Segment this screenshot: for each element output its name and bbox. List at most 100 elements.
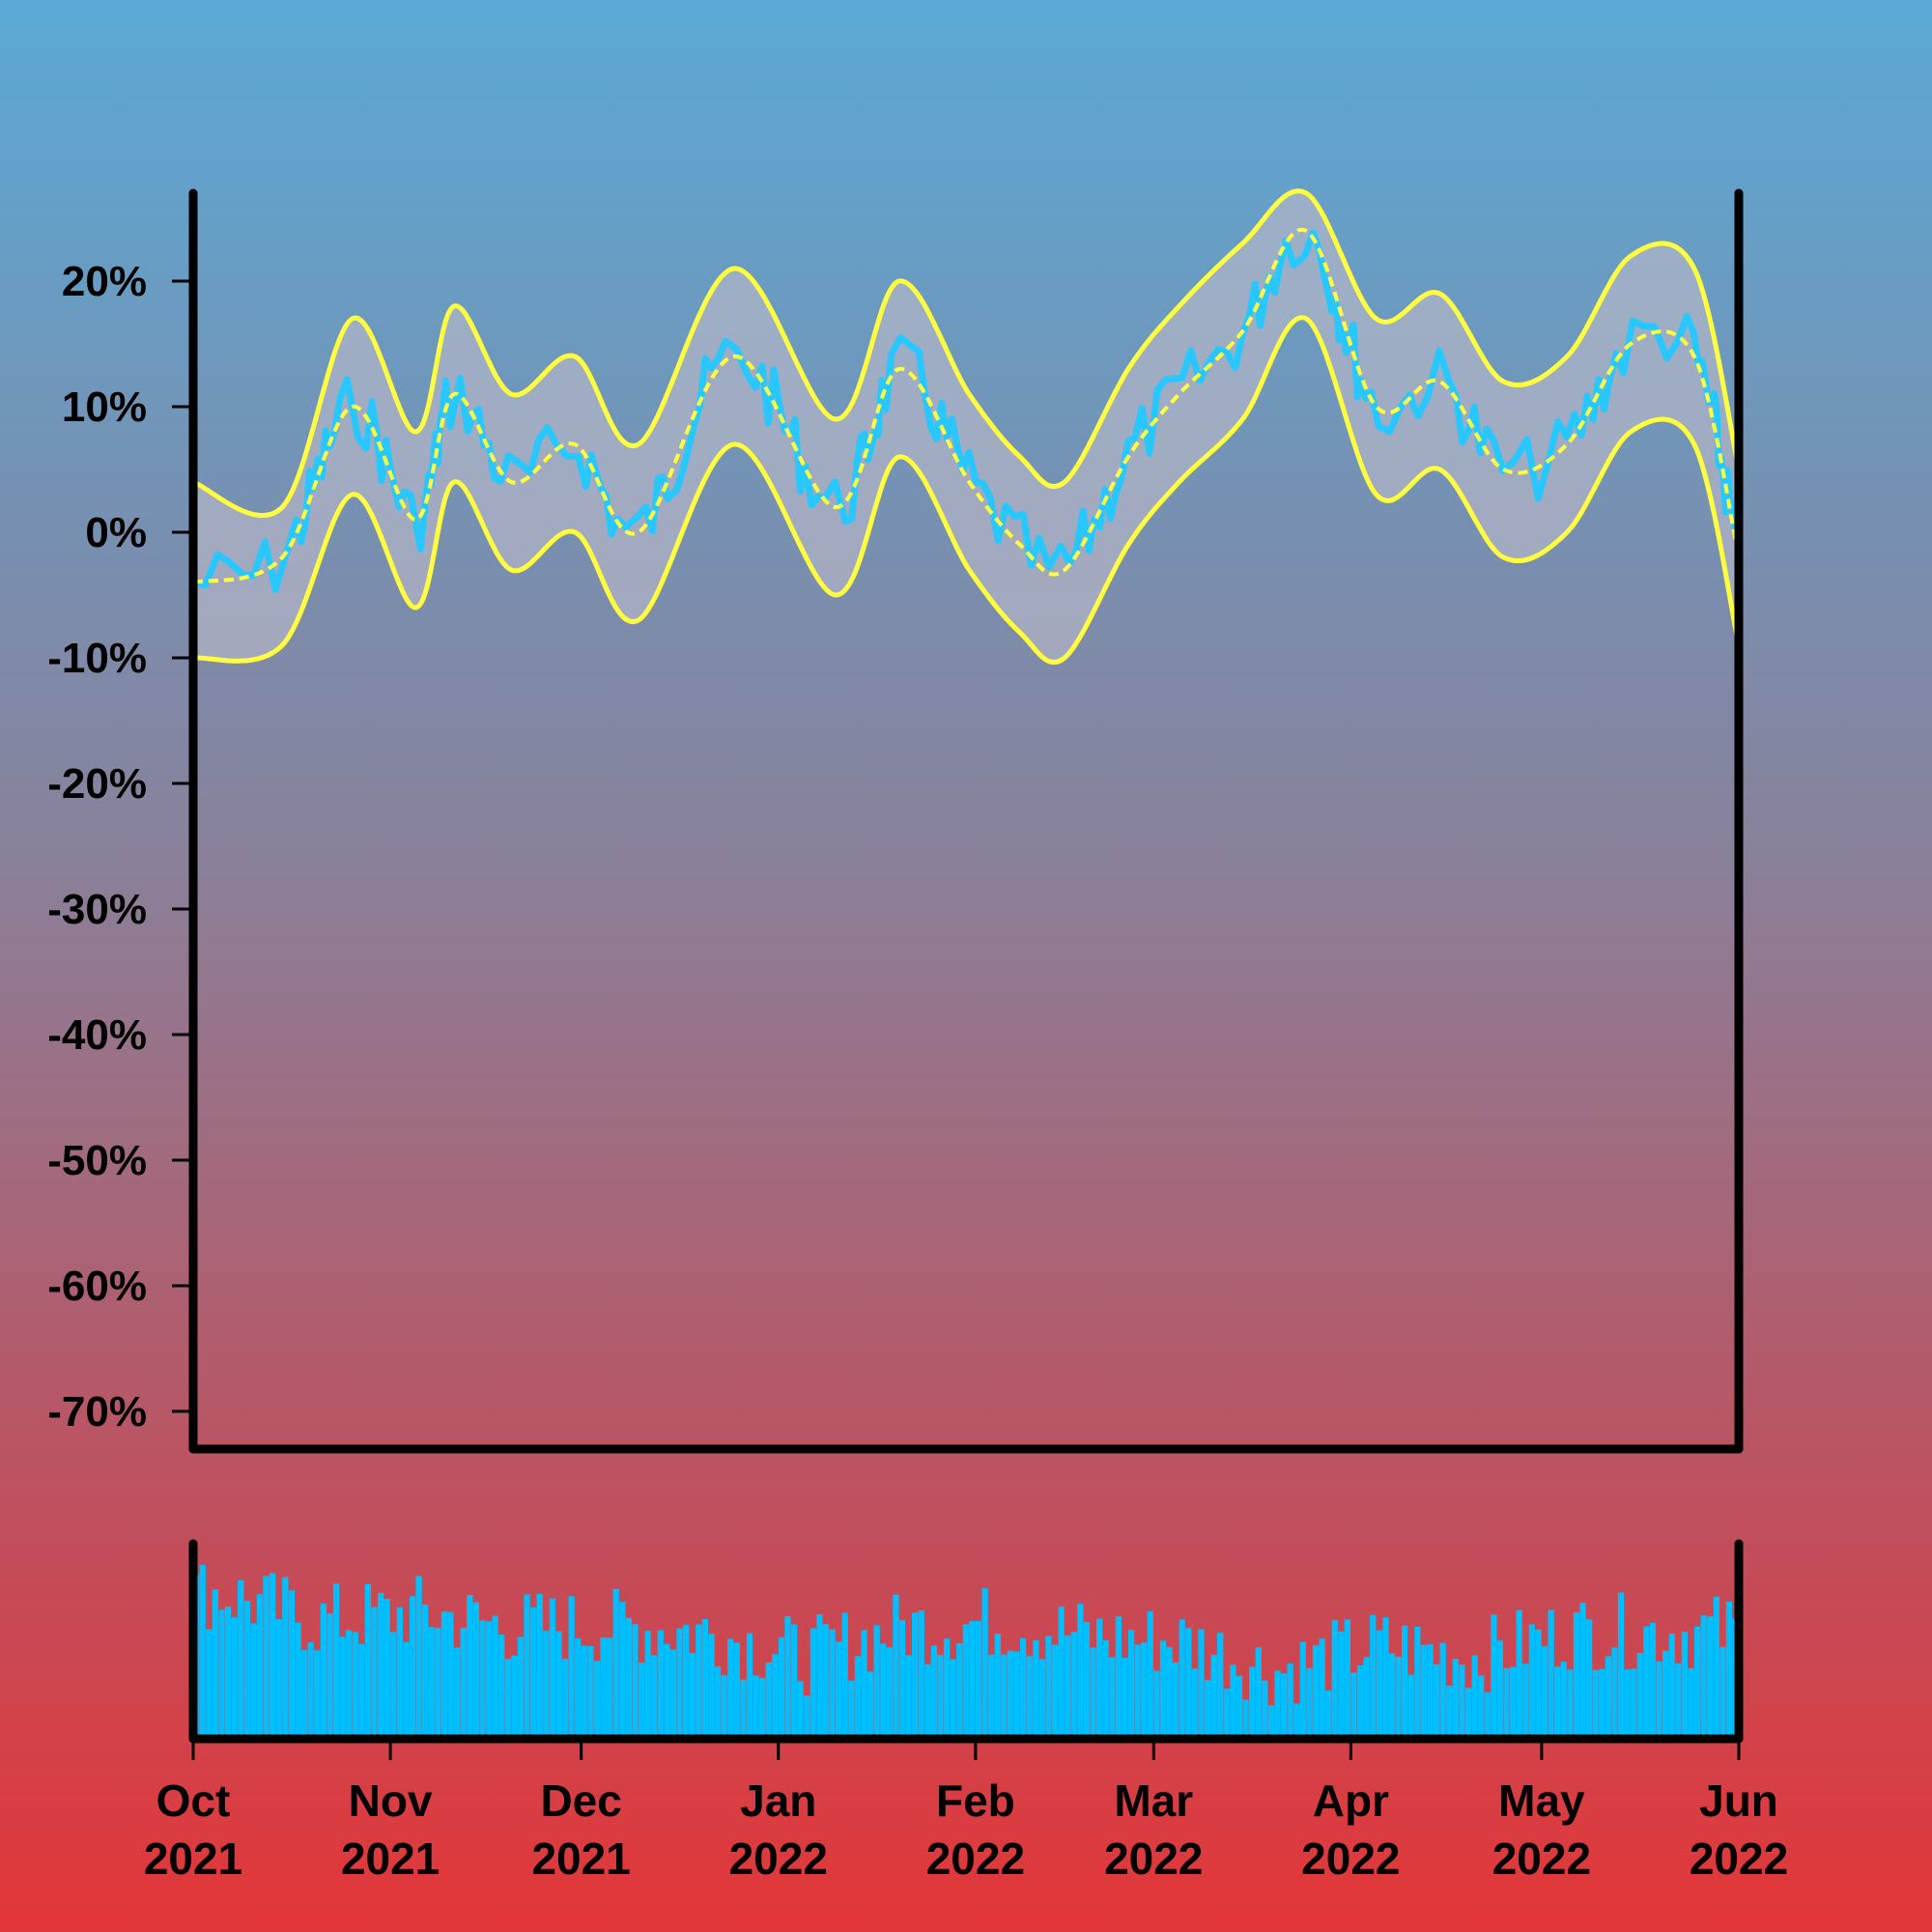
volume-bar [549,1598,555,1739]
volume-bar [854,1656,862,1739]
volume-bar [1274,1670,1281,1739]
volume-bar [1013,1651,1020,1739]
x-tick-label-year: 2021 [144,1833,242,1884]
volume-bar [587,1646,594,1739]
volume-bar [1675,1662,1682,1739]
volume-bar [346,1630,353,1739]
volume-bar [1293,1703,1300,1739]
volume-bar [575,1638,582,1739]
volume-bar [1287,1663,1293,1739]
main-plot-area: 20% 10% 0% -10% -20% -30% -40% -50% -60% -70% [47,188,1744,1454]
volume-bar [415,1576,422,1739]
y-tick-label: 20% [62,258,147,305]
volume-bar [467,1595,473,1739]
volume-bar [714,1666,722,1739]
volume-bar [1159,1640,1167,1739]
volume-bar [612,1588,619,1739]
volume-bar [555,1631,562,1739]
x-tick-label-year: 2021 [341,1833,440,1884]
volume-bar [753,1675,759,1739]
y-tick-label: -50% [47,1137,147,1184]
volume-bar [930,1645,938,1739]
volume-bar [1713,1596,1719,1739]
volume-bar [1344,1619,1351,1739]
volume-bar [1223,1689,1230,1739]
volume-bar [231,1617,238,1739]
volume-bar [1312,1645,1320,1739]
volume-bar [1019,1637,1027,1739]
volume-bar [390,1632,397,1739]
x-tick-label-year: 2022 [1301,1833,1400,1884]
x-tick-label-month: Feb [936,1776,1015,1826]
volume-bar [1058,1605,1065,1739]
volume-bar [352,1632,358,1739]
volume-bar [1585,1619,1593,1739]
volume-bar [1541,1646,1548,1739]
volume-bar [1509,1666,1517,1739]
volume-bar [804,1695,810,1739]
volume-bar [517,1636,525,1739]
volume-bar [1242,1699,1249,1739]
volume-bar [453,1647,461,1739]
volume-bar [765,1662,772,1739]
volume-bar [371,1606,378,1739]
volume-bar [669,1649,677,1739]
volume-bar [1439,1642,1446,1739]
volume-bar [206,1629,213,1739]
volume-bar [1038,1659,1045,1739]
volume-bar [1414,1627,1421,1739]
volume-bar [1459,1664,1465,1739]
volume-bar [1255,1647,1262,1739]
volume-bar [1491,1614,1497,1739]
volume-bar [1446,1685,1453,1739]
volume-bar [1471,1655,1478,1739]
volume-bar [1204,1680,1211,1739]
volume-bar [1090,1647,1096,1739]
volume-bar [1624,1669,1631,1739]
volume-bar [460,1628,467,1739]
volume-bar [1127,1630,1135,1739]
volume-bar [683,1625,690,1739]
volume-bar [918,1610,924,1739]
volume-bar [1631,1668,1637,1739]
volume-bar [384,1599,390,1739]
volume-bar [905,1655,912,1739]
volume-bar [1102,1640,1109,1739]
volume-bar [994,1634,1001,1739]
volume-bar [898,1620,906,1739]
volume-bar [1109,1657,1116,1739]
volume-bar [364,1583,372,1739]
volume-bar [969,1621,976,1739]
volume-bar [886,1647,893,1739]
volume-bar [1122,1658,1128,1739]
volume-bar [778,1636,785,1739]
volume-bar [1153,1670,1160,1739]
volume-bar [962,1624,969,1739]
volume-bar [1535,1629,1542,1739]
volume-bar [524,1594,530,1739]
volume-bar [396,1606,403,1739]
volume-bar [727,1638,734,1739]
volume-bar [1402,1625,1408,1739]
volume-bar [746,1633,753,1739]
volume-bar [435,1628,441,1739]
volume-bar [511,1655,518,1739]
volume-bar [270,1573,276,1739]
volume-bar [485,1621,493,1739]
volume-bar [1407,1674,1414,1739]
volume-bar [1267,1705,1275,1739]
volume-bar [224,1606,232,1739]
volume-bar [861,1630,867,1739]
lower-band-line [192,315,1742,666]
volume-bar [784,1616,791,1739]
volume-bar [561,1659,569,1739]
volume-bar [218,1609,225,1739]
volume-bar [332,1583,340,1739]
volume-bar [1065,1634,1071,1739]
x-tick-label-month: Jun [1699,1776,1778,1826]
volume-bar [676,1628,683,1739]
volume-bar [1503,1667,1510,1739]
volume-bar [1427,1644,1434,1739]
x-tick-label-month: Apr [1313,1776,1389,1826]
